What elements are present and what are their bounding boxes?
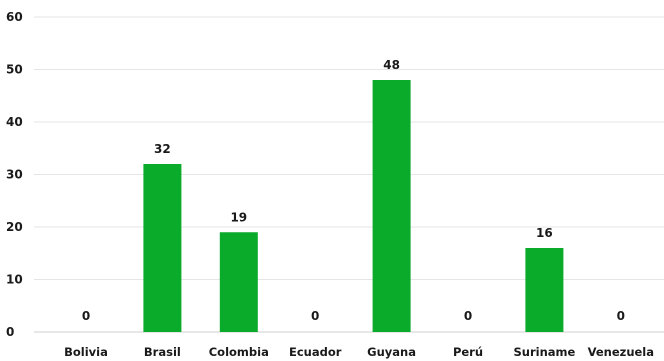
category-label-perú: Perú [453,345,483,359]
data-label-perú: 0 [464,309,472,323]
data-labels: 0 32 19 0 48 0 16 0 [82,58,625,323]
category-label-ecuador: Ecuador [289,345,342,359]
bars [143,80,564,332]
y-tick-label: 10 [6,273,23,287]
data-label-brasil: 32 [154,142,171,156]
data-label-colombia: 19 [230,210,247,224]
y-tick-label: 50 [6,63,23,77]
y-tick-label: 0 [6,325,14,339]
data-label-guyana: 48 [383,58,400,72]
data-label-suriname: 16 [536,226,553,240]
y-axis: 0 10 20 30 40 50 60 [6,10,23,339]
bar-brasil [143,164,182,332]
data-label-bolivia: 0 [82,309,90,323]
bar-colombia [219,232,258,332]
category-label-bolivia: Bolivia [64,345,108,359]
category-label-guyana: Guyana [367,345,416,359]
category-label-suriname: Suriname [513,345,575,359]
data-label-venezuela: 0 [617,309,625,323]
y-tick-label: 40 [6,115,23,129]
category-label-venezuela: Venezuela [588,345,654,359]
data-label-ecuador: 0 [311,309,319,323]
y-tick-label: 60 [6,10,23,24]
bar-guyana [372,80,411,332]
category-label-colombia: Colombia [209,345,269,359]
bar-suriname [525,248,564,332]
y-tick-label: 30 [6,168,23,182]
y-tick-label: 20 [6,220,23,234]
category-label-brasil: Brasil [144,345,181,359]
gridlines [34,16,664,333]
x-axis: Bolivia Brasil Colombia Ecuador Guyana Perú Su… [64,345,654,359]
